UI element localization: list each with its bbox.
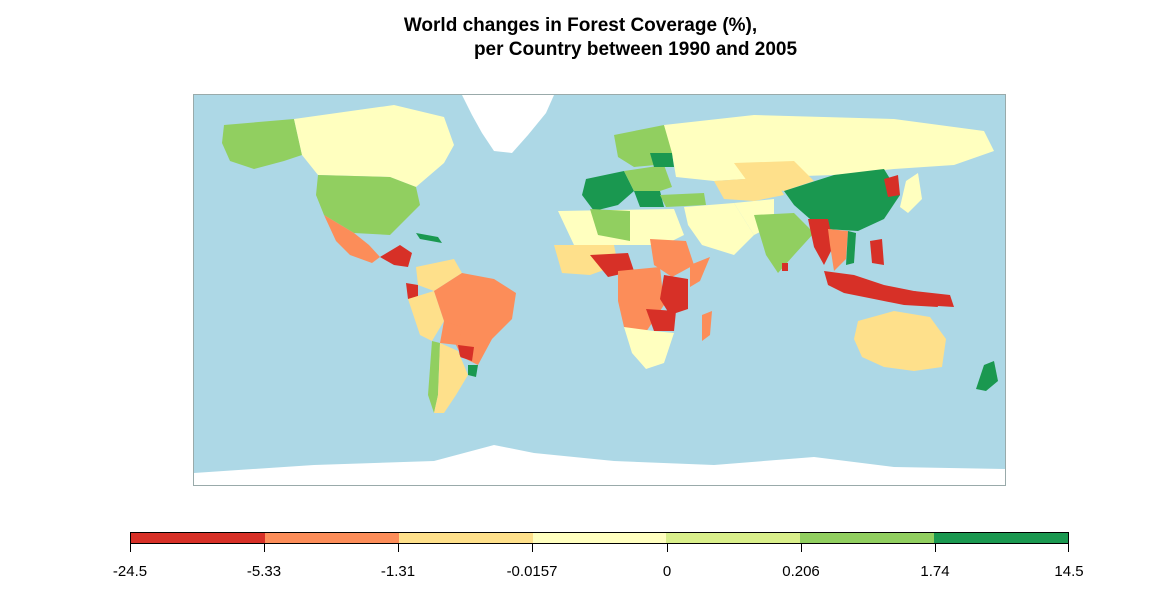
sri-lanka (782, 263, 788, 271)
legend-segment (800, 533, 935, 543)
legend-tick-mark (1068, 544, 1069, 552)
legend-tick-mark (935, 544, 936, 552)
myanmar (808, 219, 834, 265)
legend-segment (532, 533, 667, 543)
sudan-ethiopia (650, 239, 694, 277)
legend-tick-label: 0 (662, 563, 672, 580)
legend-tick-mark (532, 544, 533, 552)
indonesia (824, 271, 938, 307)
mexico (324, 215, 380, 263)
map-title: World changes in Forest Coverage (%), pe… (0, 14, 1161, 62)
world-map (193, 94, 1006, 486)
legend-tick-mark (667, 544, 668, 552)
argentina (434, 343, 468, 413)
legend-segment (666, 533, 801, 543)
legend-tick-mark (264, 544, 265, 552)
north-korea (884, 175, 900, 197)
legend-tick-label: 1.74 (920, 563, 950, 580)
new-zealand (976, 361, 998, 391)
algeria (590, 209, 630, 241)
bolivia (440, 321, 462, 345)
turkey (660, 193, 706, 207)
legend-tick-label: 14.5 (1054, 563, 1084, 580)
india (754, 213, 814, 273)
southern-africa (624, 327, 674, 369)
papua-new-guinea (914, 291, 954, 307)
title-line-1: World changes in Forest Coverage (%), (403, 15, 758, 36)
legend-tick-mark (398, 544, 399, 552)
mongolia-kazakh (734, 161, 814, 191)
middle-east (684, 203, 754, 255)
zambia-zimbabwe (646, 309, 676, 331)
madagascar (702, 311, 712, 341)
chile (428, 341, 440, 413)
philippines (870, 239, 884, 265)
legend-tick-label: -24.5 (112, 563, 148, 580)
legend-tick-mark (130, 544, 131, 552)
vietnam (846, 231, 856, 265)
balkans (634, 191, 664, 207)
legend-segment (934, 533, 1068, 543)
title-line-2: per Country between 1990 and 2005 (473, 39, 798, 60)
legend-tick-mark (801, 544, 802, 552)
cuba (416, 233, 442, 243)
legend-segment (131, 533, 265, 543)
ecuador (406, 283, 418, 301)
uruguay (468, 365, 478, 377)
usa (316, 175, 420, 235)
canada (294, 105, 454, 187)
legend-segment (264, 533, 399, 543)
legend-tick-label: 0.206 (782, 563, 820, 580)
antarctica (194, 445, 1005, 485)
japan (900, 173, 922, 213)
china (784, 169, 900, 231)
legend-tick-label: -0.0157 (506, 563, 558, 580)
thailand-laos (828, 229, 848, 271)
eastern-europe (650, 153, 674, 167)
legend-segment (398, 533, 533, 543)
central-europe (624, 165, 672, 195)
western-europe (582, 171, 634, 211)
central-america (380, 245, 412, 267)
paraguay (458, 345, 474, 361)
legend-color-bar (130, 532, 1069, 544)
venezuela-colombia (416, 259, 462, 291)
world-map-canvas (194, 95, 1005, 485)
alaska (222, 119, 302, 169)
legend-tick-label: -1.31 (380, 563, 416, 580)
somalia (690, 257, 710, 287)
peru (408, 291, 444, 341)
australia (854, 311, 946, 371)
greenland (462, 95, 554, 153)
east-africa (660, 275, 688, 315)
legend-tick-label: -5.33 (246, 563, 282, 580)
